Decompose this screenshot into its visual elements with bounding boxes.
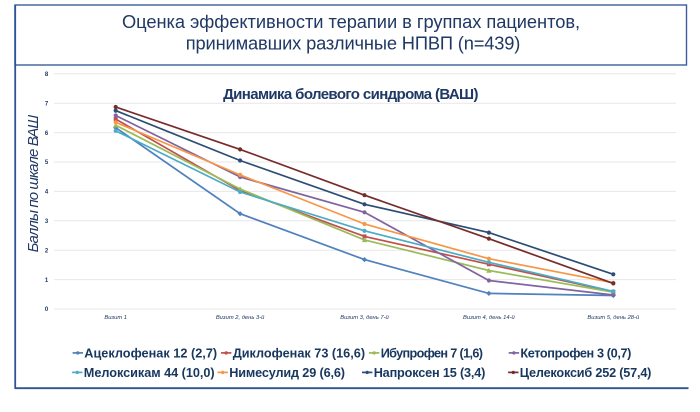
svg-text:Целекоксиб 252 (57,4): Целекоксиб 252 (57,4) [520,366,651,380]
svg-text:Визит 1: Визит 1 [104,315,127,321]
svg-text:Напроксен 15 (3,4): Напроксен 15 (3,4) [374,366,486,380]
svg-text:Ацеклофенак 12 (2,7): Ацеклофенак 12 (2,7) [84,347,217,361]
svg-text:Визит 4, день 14-й: Визит 4, день 14-й [463,314,516,321]
svg-text:6: 6 [45,131,49,137]
svg-text:7: 7 [45,101,49,107]
svg-text:Оценка эффективности терапии в: Оценка эффективности терапии в группах п… [122,11,580,32]
svg-text:0: 0 [45,307,49,313]
svg-text:Визит 5, день 28-й: Визит 5, день 28-й [587,314,640,321]
svg-text:3: 3 [45,219,49,225]
svg-text:5: 5 [45,160,49,166]
svg-text:Визит 2, день 3-й: Визит 2, день 3-й [216,314,265,321]
svg-text:4: 4 [45,190,49,196]
svg-text:Кетопрофен 3 (0,7): Кетопрофен 3 (0,7) [520,347,631,361]
svg-text:Баллы по шкале ВАШ: Баллы по шкале ВАШ [25,115,42,253]
svg-text:Визит 3, день 7-й: Визит 3, день 7-й [340,314,389,321]
svg-text:Мелоксикам 44 (10,0): Мелоксикам 44 (10,0) [84,366,215,380]
svg-text:8: 8 [45,72,49,78]
svg-text:Динамика болевого синдрома (ВА: Динамика болевого синдрома (ВАШ) [223,86,478,103]
svg-text:Нимесулид 29 (6,6): Нимесулид 29 (6,6) [229,366,345,380]
svg-text:Диклофенак 73 (16,6): Диклофенак 73 (16,6) [233,347,365,361]
svg-text:1: 1 [45,278,49,284]
svg-text:Ибупрофен 7 (1,6): Ибупрофен 7 (1,6) [381,347,483,361]
svg-text:2: 2 [45,248,49,254]
svg-text:принимавших различные НПВП (n=: принимавших различные НПВП (n=439) [186,33,521,54]
